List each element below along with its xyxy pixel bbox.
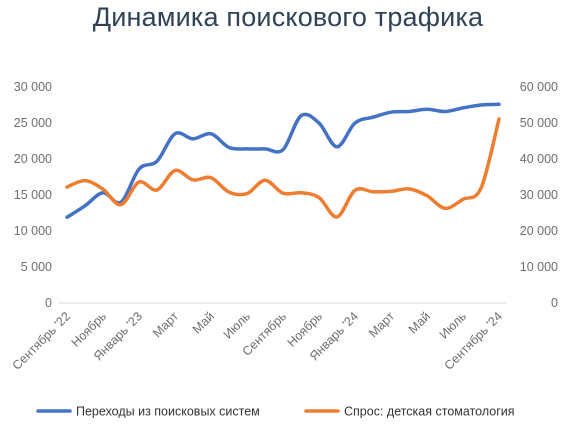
x-tick-label: Май	[190, 309, 217, 336]
left-tick-label: 5 000	[21, 260, 52, 274]
x-tick-label: Июль	[221, 309, 253, 341]
right-tick-label: 60 000	[520, 80, 558, 94]
legend-label: Переходы из поисковых систем	[76, 405, 260, 419]
right-tick-label: 0	[551, 296, 558, 310]
left-tick-label: 30 000	[14, 80, 52, 94]
right-tick-label: 10 000	[520, 260, 558, 274]
left-tick-label: 15 000	[14, 188, 52, 202]
right-tick-label: 40 000	[520, 152, 558, 166]
left-tick-label: 0	[45, 296, 52, 310]
chart-title: Динамика поискового трафика	[92, 2, 484, 32]
left-tick-label: 20 000	[14, 152, 52, 166]
x-tick-label: Май	[406, 309, 433, 336]
legend: Переходы из поисковых систем Спрос: детск…	[36, 405, 515, 419]
left-axis-ticks: 0 5 000 10 000 15 000 20 000 25 000 30 000	[14, 80, 52, 310]
series-line-1	[65, 102, 501, 220]
right-tick-label: 20 000	[520, 224, 558, 238]
series-lines	[65, 102, 501, 220]
legend-label: Спрос: детская стоматология	[344, 405, 515, 419]
right-axis-ticks: 0 10 000 20 000 30 000 40 000 50 000 60 000	[520, 80, 558, 310]
left-tick-label: 25 000	[14, 116, 52, 130]
x-tick-label: Март	[366, 309, 397, 340]
x-tick-label: Июль	[437, 309, 469, 341]
x-tick-label: Март	[150, 309, 181, 340]
right-tick-label: 30 000	[520, 188, 558, 202]
x-tick-label: Сентябрь '22	[10, 309, 74, 373]
right-tick-label: 50 000	[520, 116, 558, 130]
series-line-2	[65, 117, 501, 219]
left-tick-label: 10 000	[14, 224, 52, 238]
